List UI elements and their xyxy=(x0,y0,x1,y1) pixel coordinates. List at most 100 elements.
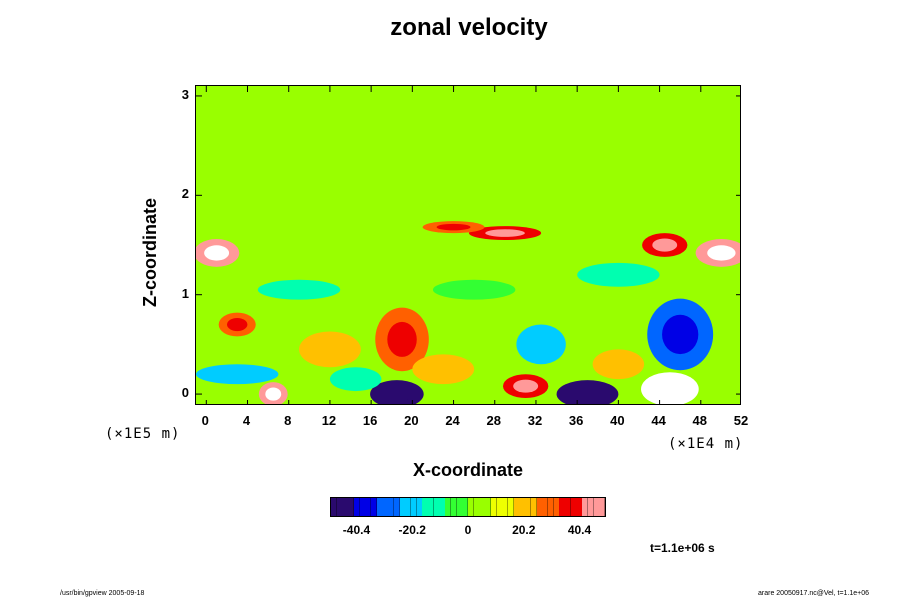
colorbar-segment xyxy=(479,498,486,516)
colorbar-segment xyxy=(382,498,389,516)
chart-title: zonal velocity xyxy=(390,14,548,41)
colorbar-segment xyxy=(405,498,412,516)
velocity-core-12 xyxy=(707,245,736,261)
plot-area xyxy=(195,85,741,405)
velocity-core-11 xyxy=(204,245,230,261)
colorbar-tick-label: -20.2 xyxy=(398,523,426,537)
y-tick-label: 3 xyxy=(181,86,189,102)
colorbar-segment xyxy=(587,498,595,516)
colorbar-segment xyxy=(399,498,406,516)
x-tick-label: 32 xyxy=(527,413,543,428)
colorbar-segment xyxy=(485,498,492,516)
colorbar-segment xyxy=(490,498,498,516)
colorbar-segment xyxy=(507,498,515,516)
colorbar-tick-label: 40.4 xyxy=(567,523,592,537)
x-tick-label: 52 xyxy=(733,413,749,428)
velocity-core-15 xyxy=(436,223,471,231)
colorbar-segment xyxy=(473,498,480,516)
y-tick-label: 1 xyxy=(181,285,189,301)
colorbar-segment xyxy=(410,498,418,516)
x-tick-label: 44 xyxy=(651,413,666,428)
x-scale-label: (×1E4 m) xyxy=(668,436,744,452)
colorbar-segment xyxy=(599,498,606,516)
colorbar-segment xyxy=(496,498,503,516)
colorbar-segment xyxy=(547,498,555,516)
colorbar-segment xyxy=(422,498,429,516)
colorbar-segment xyxy=(359,498,366,516)
velocity-core-1 xyxy=(570,386,605,402)
velocity-field xyxy=(196,86,740,404)
colorbar-segment xyxy=(336,498,343,516)
x-tick-label: 24 xyxy=(445,413,460,428)
colorbar-tick-label: -40.4 xyxy=(342,523,371,537)
y-tick-label: 0 xyxy=(181,385,189,401)
y-scale-label: (×1E5 m) xyxy=(105,426,181,442)
y-tick-label: 2 xyxy=(181,186,189,202)
colorbar-segment xyxy=(388,498,395,516)
colorbar-segment xyxy=(342,498,349,516)
x-tick-label: 20 xyxy=(404,413,419,428)
colorbar-segment xyxy=(348,498,355,516)
colorbar-segment xyxy=(559,498,566,516)
colorbar-tick-label: 0 xyxy=(464,523,472,537)
velocity-core-0 xyxy=(382,386,412,402)
x-tick-label: 28 xyxy=(486,413,501,428)
colorbar-segment xyxy=(450,498,458,516)
colorbar-segment xyxy=(565,498,572,516)
colorbar-segment xyxy=(553,498,560,516)
x-tick-label: 8 xyxy=(284,413,292,428)
colorbar-segment xyxy=(445,498,452,516)
colorbar-segment xyxy=(582,498,589,516)
colorbar-segment xyxy=(530,498,537,516)
colorbar-segment xyxy=(416,498,423,516)
footer-left: /usr/bin/gpview 2005-09-18 xyxy=(60,590,145,597)
velocity-core-14 xyxy=(485,229,525,237)
velocity-feature-5 xyxy=(329,367,382,392)
x-tick-label: 0 xyxy=(201,413,209,428)
x-tick-label: 4 xyxy=(242,413,251,428)
colorbar-tick-label: 20.2 xyxy=(512,523,536,537)
colorbar-segment xyxy=(513,498,520,516)
colorbar-segment xyxy=(433,498,440,516)
velocity-feature-16 xyxy=(257,279,341,300)
velocity-feature-9 xyxy=(516,324,566,365)
footer-right: arare 20050917.nc@Vel, t=1.1e+06 xyxy=(758,590,870,597)
velocity-core-6 xyxy=(513,379,539,393)
velocity-feature-4 xyxy=(196,364,279,385)
velocity-feature-20 xyxy=(299,331,361,368)
colorbar xyxy=(330,497,606,517)
velocity-feature-19 xyxy=(412,354,475,385)
x-tick-label: 16 xyxy=(362,413,378,428)
x-tick-label: 40 xyxy=(610,413,625,428)
colorbar-segment xyxy=(525,498,532,516)
y-axis-label: Z-coordinate xyxy=(140,197,160,307)
colorbar-segment xyxy=(536,498,543,516)
velocity-feature-18 xyxy=(577,262,660,287)
colorbar-segment xyxy=(370,498,378,516)
colorbar-segment xyxy=(502,498,509,516)
colorbar-segment xyxy=(570,498,577,516)
colorbar-segment xyxy=(519,498,526,516)
colorbar-segment xyxy=(593,498,600,516)
colorbar-segment xyxy=(365,498,372,516)
velocity-core-10 xyxy=(227,317,248,332)
x-tick-label: 48 xyxy=(692,413,708,428)
velocity-core-8 xyxy=(662,314,699,355)
colorbar-segment xyxy=(468,498,475,516)
colorbar-segment xyxy=(456,498,463,516)
colorbar-segment xyxy=(462,498,469,516)
colorbar-segment xyxy=(393,498,400,516)
x-tick-label: 12 xyxy=(321,413,337,428)
velocity-core-13 xyxy=(652,238,678,252)
colorbar-segment xyxy=(542,498,549,516)
velocity-feature-21 xyxy=(592,349,645,380)
colorbar-segment xyxy=(576,498,583,516)
velocity-feature-17 xyxy=(432,279,516,300)
colorbar-segment xyxy=(439,498,446,516)
x-axis-label: X-coordinate xyxy=(412,460,523,480)
time-label: t=1.1e+06 s xyxy=(650,541,715,555)
colorbar-segment xyxy=(353,498,361,516)
colorbar-segment xyxy=(376,498,383,516)
x-tick-label: 36 xyxy=(568,413,584,428)
velocity-core-2 xyxy=(265,387,282,401)
